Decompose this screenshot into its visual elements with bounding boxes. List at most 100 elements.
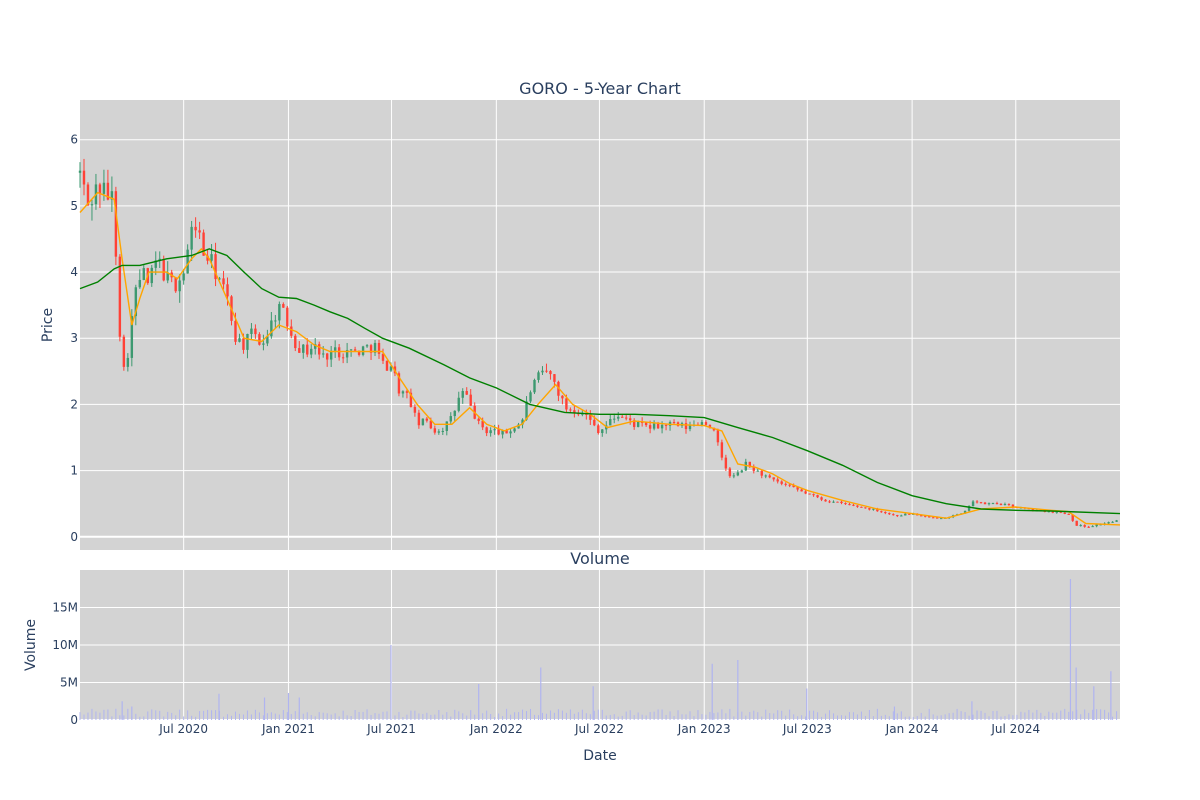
candle-body [1051, 511, 1054, 513]
date-tick-label: Jul 2022 [574, 722, 624, 736]
candle-body [329, 350, 333, 360]
candle-body [840, 501, 843, 504]
candle-body [302, 344, 305, 353]
candle-body [780, 481, 783, 484]
candle-body [369, 345, 373, 353]
candle-body [908, 513, 911, 515]
date-tick-label: Jul 2020 [158, 722, 208, 736]
price-tick-label: 2 [70, 397, 78, 411]
candle-body [672, 422, 676, 424]
date-tick-label: Jul 2021 [366, 722, 416, 736]
candle-body [282, 304, 285, 308]
candle-body [796, 487, 799, 490]
candle-body [489, 430, 492, 434]
candle-body [585, 413, 588, 415]
candle-body [660, 424, 664, 429]
volume-bars [79, 579, 1118, 720]
candle-body [345, 349, 349, 358]
date-tick-label: Jul 2023 [782, 722, 832, 736]
candle-body [477, 418, 480, 421]
candle-body [613, 418, 616, 420]
candle-body [892, 514, 895, 516]
candle-body [664, 424, 668, 426]
candle-body [190, 226, 193, 250]
candle-body [848, 504, 851, 506]
candle-body [174, 277, 177, 292]
candle-body [333, 347, 337, 351]
candle-body [134, 287, 138, 317]
candle-body [1055, 511, 1058, 513]
candle-body [106, 182, 110, 200]
candle-body [975, 501, 979, 503]
candle-body [856, 505, 859, 507]
candle-body [888, 513, 891, 515]
candle-body [341, 357, 345, 359]
candle-body [688, 424, 692, 430]
candle-body [254, 328, 257, 335]
candle-body [565, 398, 568, 410]
candle-body [824, 499, 827, 502]
candle-body [114, 191, 118, 257]
candle-body [361, 346, 365, 355]
candle-body [872, 508, 875, 510]
candle-body [549, 371, 552, 375]
candle-body [628, 418, 632, 421]
candle-body [162, 258, 165, 281]
price-gridlines [80, 100, 1120, 550]
candle-body [389, 366, 393, 371]
candle-body [1099, 524, 1102, 526]
candle-body [186, 249, 189, 274]
candle-body [509, 431, 512, 434]
candle-body [270, 320, 273, 337]
candle-body [505, 429, 508, 434]
candle-body [517, 424, 520, 429]
candle-body [963, 510, 967, 514]
candle-body [597, 425, 600, 434]
candle-body [373, 342, 377, 353]
candle-body [449, 416, 452, 422]
candle-body [720, 442, 724, 458]
candle-body [457, 397, 460, 411]
candle-body [262, 343, 265, 345]
candle-body [939, 518, 943, 520]
candle-body [1095, 524, 1098, 527]
candle-body [609, 419, 612, 426]
candle-body [1115, 520, 1118, 522]
candle-body [138, 279, 142, 288]
candle-body [844, 503, 847, 505]
candle-body [1047, 511, 1051, 513]
candle-body [290, 326, 293, 336]
candle-body [421, 418, 425, 426]
candle-body [617, 416, 620, 419]
candle-body [864, 507, 867, 509]
price-tick-label: 3 [70, 331, 78, 345]
candle-body [90, 204, 94, 206]
candle-body [967, 506, 971, 511]
date-tick-label: Jul 2024 [990, 722, 1040, 736]
candle-body [258, 334, 261, 345]
volume-panel-title: Volume [570, 549, 630, 568]
candle-body [852, 504, 855, 506]
candle-body [150, 267, 153, 284]
candle-body [636, 422, 640, 427]
candle-body [983, 502, 987, 505]
candle-body [194, 226, 197, 231]
candle-body [708, 424, 712, 428]
candle-body [1003, 503, 1007, 506]
candle-body [541, 370, 544, 373]
candle-body [748, 461, 751, 467]
candle-body [453, 410, 456, 417]
volume-tick-label: 5M [60, 676, 78, 690]
candle-body [716, 430, 720, 443]
candle-body [218, 278, 221, 280]
candle-body [728, 468, 732, 477]
date-x-ticks: Jul 2020 Jan 2021 Jul 2021 Jan 2022 Jul 2022… [158, 722, 1040, 736]
candle-body [724, 457, 728, 469]
candle-body [469, 394, 472, 406]
candle-body [198, 230, 201, 233]
candle-body [800, 489, 803, 492]
candle-body [210, 254, 213, 261]
candle-body [656, 423, 660, 429]
candle-body [995, 503, 999, 505]
